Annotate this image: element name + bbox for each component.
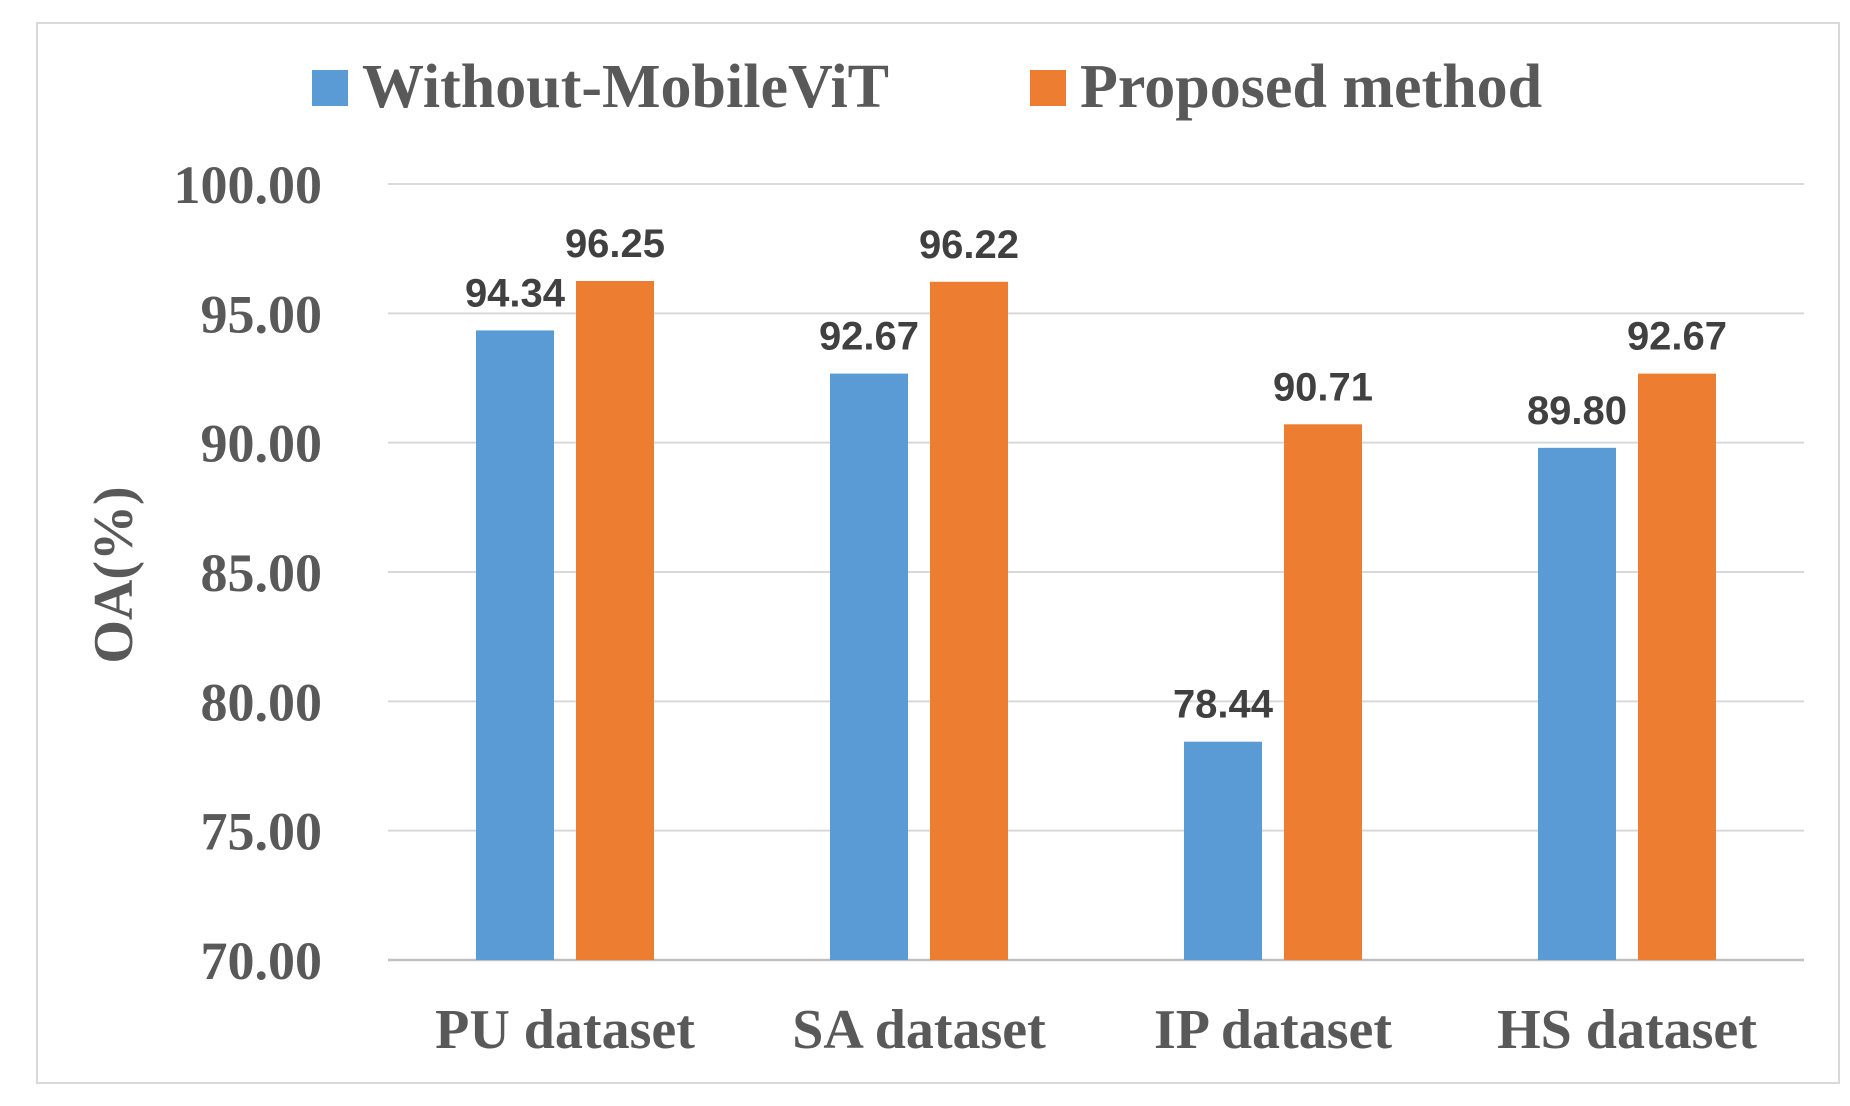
y-tick-label: 85.00	[201, 543, 323, 603]
x-tick-label: PU dataset	[435, 999, 695, 1061]
legend-label: Without-MobileViT	[362, 53, 889, 121]
data-label: 90.71	[1273, 365, 1373, 409]
bar-without-mobilevit	[1538, 447, 1616, 961]
x-tick-label: IP dataset	[1154, 999, 1392, 1061]
y-axis-ticks: 70.00 75.00 80.00 85.00 90.00 95.00 100.00	[174, 155, 323, 991]
data-label: 78.44	[1173, 683, 1274, 727]
data-label: 96.25	[565, 222, 665, 266]
legend-swatch	[1030, 70, 1066, 106]
bar-proposed-method	[930, 281, 1008, 960]
data-label: 92.67	[819, 315, 919, 359]
bar-proposed-method	[1284, 424, 1362, 960]
y-tick-label: 95.00	[201, 284, 323, 344]
bar-without-mobilevit	[1184, 741, 1262, 960]
y-axis-label: OA(%)	[83, 486, 145, 663]
bars	[476, 281, 1716, 961]
y-tick-label: 90.00	[201, 414, 323, 474]
y-tick-label: 80.00	[201, 672, 323, 732]
bar-without-mobilevit	[476, 330, 554, 960]
bar-without-mobilevit	[830, 373, 908, 960]
x-axis-ticks: PU dataset SA dataset IP dataset HS dataset	[435, 999, 1757, 1061]
y-tick-label: 100.00	[174, 155, 323, 215]
legend-swatch	[312, 70, 348, 106]
data-label: 96.22	[919, 223, 1019, 267]
data-label: 94.34	[465, 271, 566, 315]
data-label: 92.67	[1627, 315, 1727, 359]
x-tick-label: HS dataset	[1497, 999, 1757, 1061]
y-tick-label: 70.00	[201, 931, 323, 991]
legend: Without-MobileViT Proposed method	[312, 53, 1542, 121]
y-tick-label: 75.00	[201, 802, 323, 862]
bar-proposed-method	[576, 281, 654, 960]
data-label: 89.80	[1527, 389, 1627, 433]
legend-label: Proposed method	[1080, 53, 1542, 121]
bar-proposed-method	[1638, 373, 1716, 960]
x-tick-label: SA dataset	[792, 999, 1046, 1061]
